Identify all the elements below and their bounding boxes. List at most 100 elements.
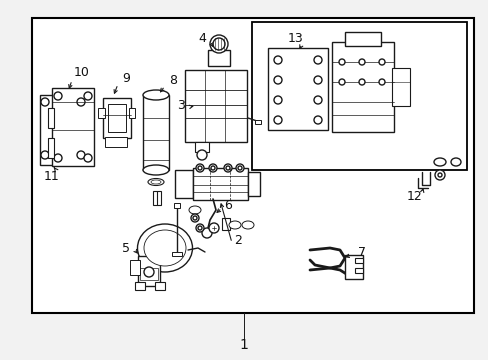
Bar bbox=[103, 98, 131, 138]
Bar bbox=[175, 170, 193, 198]
Ellipse shape bbox=[142, 90, 169, 100]
Bar bbox=[153, 191, 161, 205]
Circle shape bbox=[313, 116, 321, 124]
Bar bbox=[195, 142, 208, 152]
Circle shape bbox=[313, 56, 321, 64]
Ellipse shape bbox=[450, 158, 460, 166]
Circle shape bbox=[202, 228, 212, 238]
Bar bbox=[345, 32, 380, 46]
Circle shape bbox=[84, 154, 92, 162]
Text: 5: 5 bbox=[122, 242, 130, 255]
Circle shape bbox=[208, 223, 219, 233]
Circle shape bbox=[338, 59, 345, 65]
Bar bbox=[98, 108, 105, 118]
Bar bbox=[138, 256, 160, 286]
Ellipse shape bbox=[242, 221, 253, 229]
Bar bbox=[105, 137, 127, 147]
Ellipse shape bbox=[143, 230, 185, 266]
Circle shape bbox=[313, 96, 321, 104]
Circle shape bbox=[196, 224, 203, 232]
Circle shape bbox=[84, 92, 92, 100]
Bar bbox=[354, 258, 362, 263]
Bar bbox=[354, 268, 362, 273]
Circle shape bbox=[193, 216, 197, 220]
Circle shape bbox=[358, 79, 364, 85]
Circle shape bbox=[196, 164, 203, 172]
Bar bbox=[184, 70, 246, 142]
Bar bbox=[48, 138, 54, 158]
Bar bbox=[174, 203, 180, 208]
Circle shape bbox=[54, 154, 62, 162]
Bar bbox=[345, 255, 362, 279]
Text: 9: 9 bbox=[122, 72, 130, 85]
Text: 2: 2 bbox=[234, 234, 242, 247]
Bar bbox=[193, 168, 247, 200]
Text: 8: 8 bbox=[169, 73, 177, 86]
Bar bbox=[48, 108, 54, 128]
Circle shape bbox=[41, 151, 49, 159]
Bar bbox=[251, 22, 466, 170]
Ellipse shape bbox=[189, 206, 201, 214]
Ellipse shape bbox=[228, 221, 241, 229]
Text: 13: 13 bbox=[287, 32, 303, 45]
Bar bbox=[135, 282, 145, 290]
Text: 4: 4 bbox=[198, 32, 205, 45]
Bar bbox=[52, 88, 94, 166]
Circle shape bbox=[54, 92, 62, 100]
Circle shape bbox=[378, 79, 384, 85]
Ellipse shape bbox=[151, 180, 161, 184]
Circle shape bbox=[209, 35, 227, 53]
Circle shape bbox=[313, 76, 321, 84]
Circle shape bbox=[434, 170, 444, 180]
Bar bbox=[130, 260, 140, 275]
Circle shape bbox=[236, 164, 244, 172]
Circle shape bbox=[210, 166, 215, 170]
Bar bbox=[391, 68, 409, 106]
Bar bbox=[172, 252, 182, 256]
Circle shape bbox=[273, 96, 282, 104]
Ellipse shape bbox=[433, 158, 445, 166]
Bar bbox=[140, 268, 158, 280]
Ellipse shape bbox=[148, 179, 163, 185]
Bar bbox=[207, 50, 229, 66]
Circle shape bbox=[378, 59, 384, 65]
Circle shape bbox=[77, 98, 85, 106]
Bar bbox=[267, 48, 327, 130]
Bar bbox=[155, 282, 164, 290]
Bar bbox=[142, 95, 169, 170]
Text: 10: 10 bbox=[74, 66, 90, 78]
Bar bbox=[247, 172, 260, 196]
Bar bbox=[32, 18, 473, 313]
Bar bbox=[331, 42, 393, 132]
Circle shape bbox=[238, 166, 242, 170]
Circle shape bbox=[225, 166, 229, 170]
Circle shape bbox=[41, 98, 49, 106]
Circle shape bbox=[273, 116, 282, 124]
Text: 7: 7 bbox=[357, 247, 365, 260]
Bar bbox=[254, 120, 261, 124]
Text: 12: 12 bbox=[407, 189, 422, 202]
Ellipse shape bbox=[137, 224, 192, 272]
Circle shape bbox=[338, 79, 345, 85]
Bar bbox=[108, 104, 126, 132]
Circle shape bbox=[77, 151, 85, 159]
Circle shape bbox=[191, 214, 199, 222]
Circle shape bbox=[358, 59, 364, 65]
Circle shape bbox=[208, 164, 217, 172]
Circle shape bbox=[273, 56, 282, 64]
Circle shape bbox=[213, 38, 224, 50]
Text: 1: 1 bbox=[239, 338, 248, 352]
Ellipse shape bbox=[142, 165, 169, 175]
Circle shape bbox=[198, 166, 202, 170]
Bar bbox=[222, 218, 229, 230]
Circle shape bbox=[437, 173, 441, 177]
Circle shape bbox=[197, 150, 206, 160]
Text: 3: 3 bbox=[177, 99, 184, 112]
Circle shape bbox=[273, 76, 282, 84]
Text: 6: 6 bbox=[224, 198, 231, 212]
Text: 11: 11 bbox=[44, 170, 60, 183]
Circle shape bbox=[143, 267, 154, 277]
Circle shape bbox=[224, 164, 231, 172]
Circle shape bbox=[198, 226, 202, 230]
Bar bbox=[40, 95, 88, 165]
